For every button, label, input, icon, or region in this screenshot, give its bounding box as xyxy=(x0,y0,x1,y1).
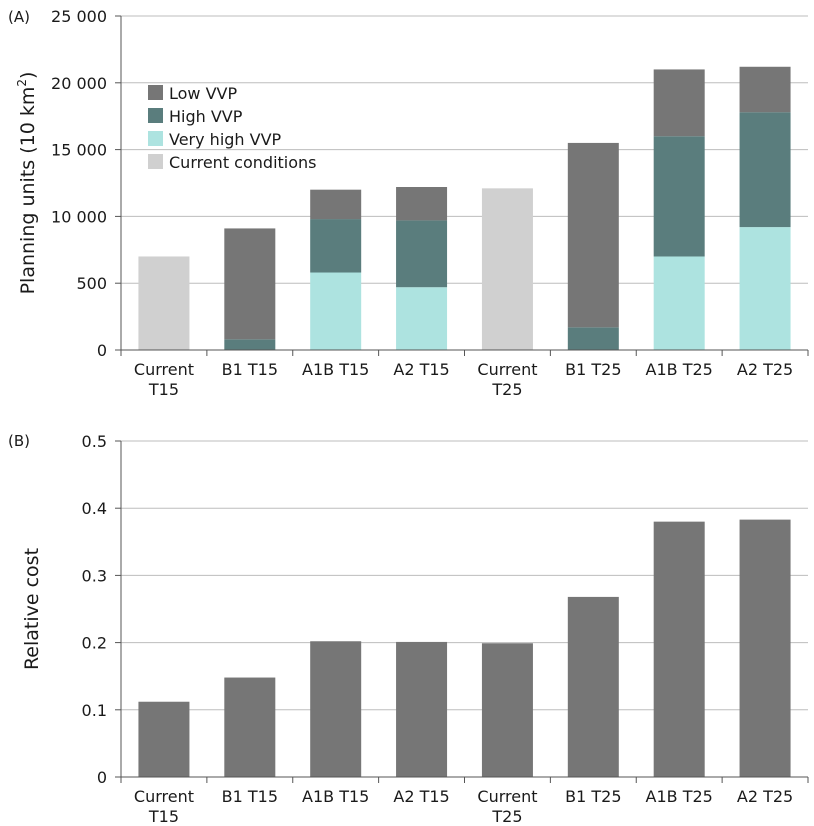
bar-segment-current xyxy=(481,188,533,350)
bar xyxy=(653,521,705,777)
chart-b-y-axis-title: Relative cost xyxy=(21,548,43,670)
bar xyxy=(567,596,619,777)
chart-a-axes xyxy=(115,15,809,356)
x-tick-label: B1 T15 xyxy=(222,360,278,379)
x-tick-label: Current T25 xyxy=(477,787,537,826)
x-tick-label: A1B T25 xyxy=(646,360,713,379)
x-tick-label: A1B T15 xyxy=(302,787,369,806)
y-tick-label: 0.3 xyxy=(82,566,107,585)
x-tick-label: B1 T25 xyxy=(565,360,621,379)
bar xyxy=(739,519,791,777)
x-tick-label: A2 T25 xyxy=(737,360,793,379)
x-tick-label: Current T25 xyxy=(477,360,537,399)
chart-a-gridlines xyxy=(121,15,808,284)
bar-segment-very-high xyxy=(739,227,791,350)
bar-segment-very-high xyxy=(396,287,448,350)
y-tick-label: 25 000 xyxy=(51,7,107,26)
bar-segment-low xyxy=(396,187,448,221)
panel-a-label: (A) xyxy=(8,8,30,26)
chart-b-bars xyxy=(138,519,791,777)
y-tick-label: 0 xyxy=(97,341,107,360)
x-tick-label: A2 T15 xyxy=(393,360,449,379)
chart-b: 0 0.1 0.2 0.3 0.4 0.5 Current T15 B1 T15 A1B T15… xyxy=(21,432,809,826)
legend-swatch-current xyxy=(148,154,163,169)
chart-b-y-tick-labels: 0 0.1 0.2 0.3 0.4 0.5 xyxy=(82,432,107,787)
x-tick-label: A1B T15 xyxy=(302,360,369,379)
bar-segment-low xyxy=(567,142,619,328)
chart-a-legend: Low VVP High VVP Very high VVP Current cond… xyxy=(148,84,317,172)
legend-swatch-low xyxy=(148,85,163,100)
y-tick-label: 20 000 xyxy=(51,74,107,93)
bar-segment-low xyxy=(739,66,791,113)
bar xyxy=(396,641,448,777)
legend-label: Low VVP xyxy=(169,84,237,103)
y-tick-label: 10 000 xyxy=(51,207,107,226)
y-tick-label: 0.1 xyxy=(82,701,107,720)
chart-a-x-tick-labels: Current T15 B1 T15 A1B T15 A2 T15 Current T25 B… xyxy=(134,360,793,399)
chart-a-y-tick-labels: 0 500 10 000 15 000 20 000 25 000 xyxy=(51,7,107,360)
panel-b-label: (B) xyxy=(8,432,30,450)
bar xyxy=(138,701,190,777)
x-tick-label: Current T15 xyxy=(134,360,194,399)
bar-segment-high xyxy=(567,327,619,350)
y-tick-label: 0 xyxy=(97,768,107,787)
x-tick-label: A2 T25 xyxy=(737,787,793,806)
x-tick-label: B1 T25 xyxy=(565,787,621,806)
y-tick-label: 0.4 xyxy=(82,499,107,518)
x-tick-label: A1B T25 xyxy=(646,787,713,806)
legend-swatch-very-high xyxy=(148,131,163,146)
bar-segment-high xyxy=(396,220,448,288)
bar-segment-high xyxy=(739,112,791,228)
y-tick-label: 15 000 xyxy=(51,141,107,160)
x-tick-label: B1 T15 xyxy=(222,787,278,806)
x-tick-label: Current T15 xyxy=(134,787,194,826)
bar-segment-low xyxy=(653,69,705,137)
y-tick-label: 0.2 xyxy=(82,634,107,653)
bar-segment-very-high xyxy=(653,256,705,350)
chart-b-x-tick-labels: Current T15 B1 T15 A1B T15 A2 T15 Current T25 B… xyxy=(134,787,793,826)
chart-a: 0 500 10 000 15 000 20 000 25 000 Current T15 B… xyxy=(15,7,809,399)
bar-segment-high xyxy=(653,136,705,257)
bar-segment-current xyxy=(138,256,190,350)
bar-segment-high xyxy=(310,219,362,273)
chart-a-y-axis-title: Planning units (10 km2) xyxy=(15,72,39,295)
bar-segment-high xyxy=(224,339,276,350)
legend-label: High VVP xyxy=(169,107,243,126)
bar xyxy=(224,677,276,777)
legend-swatch-high xyxy=(148,108,163,123)
y-tick-label: 0.5 xyxy=(82,432,107,451)
chart-a-bars xyxy=(138,66,791,350)
x-tick-label: A2 T15 xyxy=(393,787,449,806)
bar-segment-very-high xyxy=(310,272,362,350)
legend-label: Very high VVP xyxy=(169,130,282,149)
chart-b-gridlines xyxy=(121,440,808,711)
bar xyxy=(310,641,362,777)
y-tick-label: 500 xyxy=(76,274,107,293)
legend-label: Current conditions xyxy=(169,153,317,172)
bar-segment-low xyxy=(224,228,276,340)
bar xyxy=(481,643,533,777)
chart-b-axes xyxy=(115,440,809,783)
bar-segment-low xyxy=(310,189,362,220)
